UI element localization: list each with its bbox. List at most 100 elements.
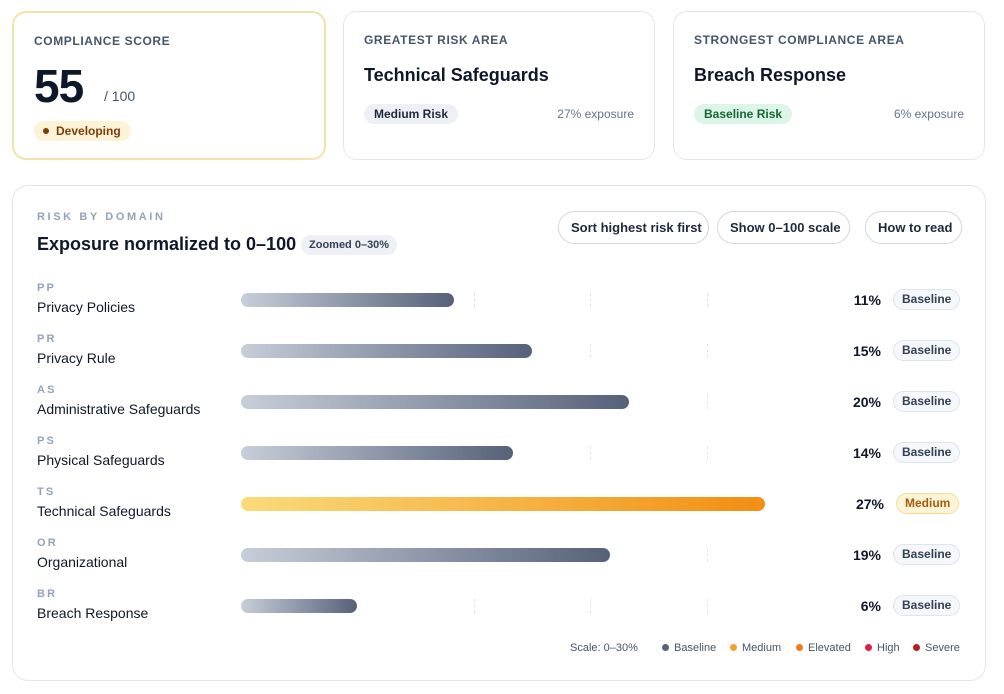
domain-abbreviation: PS <box>37 435 57 447</box>
exposure-bar <box>241 599 357 613</box>
risk-level-badge: Medium <box>896 493 960 514</box>
bar-track <box>241 293 823 307</box>
legend-label: Severe <box>925 642 960 654</box>
risk-level-badge: Baseline <box>893 289 961 310</box>
gridline-tick <box>707 599 708 613</box>
legend-label: Baseline <box>674 642 717 654</box>
bar-track <box>241 548 823 562</box>
gridline-tick <box>707 548 708 562</box>
domain-row: PP Privacy Policies 11% Baseline <box>13 282 985 326</box>
domain-row: AS Administrative Safeguards 20% Baseline <box>13 384 985 428</box>
risk-level-badge: Baseline <box>893 544 961 565</box>
legend-item: Medium <box>730 642 781 654</box>
exposure-bar <box>241 497 765 511</box>
domain-row: PS Physical Safeguards 14% Baseline <box>13 435 985 479</box>
greatest-risk-exposure: 27% exposure <box>557 107 634 121</box>
legend-label: High <box>877 642 900 654</box>
gridline-tick <box>590 344 591 358</box>
strongest-compliance-card: STRONGEST COMPLIANCE AREA Breach Respons… <box>673 11 985 160</box>
legend-dot-icon <box>796 644 803 651</box>
exposure-value-label: 27% <box>855 496 884 512</box>
domain-row: PR Privacy Rule 15% Baseline <box>13 333 985 377</box>
gridline-tick <box>707 395 708 409</box>
exposure-value-label: 6% <box>860 598 881 614</box>
risk-level-badge: Baseline <box>893 595 961 616</box>
domain-row: OR Organizational 19% Baseline <box>13 537 985 581</box>
legend-dot-icon <box>662 644 669 651</box>
legend-item: Baseline <box>662 642 716 654</box>
domain-abbreviation: OR <box>37 537 58 549</box>
risk-level-badge: Baseline <box>893 442 961 463</box>
domain-name: Administrative Safeguards <box>37 401 201 417</box>
bar-track <box>241 599 823 613</box>
risk-level-badge: Baseline <box>893 391 961 412</box>
domain-name: Privacy Policies <box>37 299 136 315</box>
domain-name: Organizational <box>37 554 128 570</box>
legend-dot-icon <box>913 644 920 651</box>
domain-abbreviation: AS <box>37 384 57 396</box>
gridline-tick <box>474 599 475 613</box>
sort-highest-risk-button[interactable]: Sort highest risk first <box>558 211 709 244</box>
exposure-bar <box>241 548 610 562</box>
exposure-value-label: 11% <box>853 292 881 308</box>
domain-name: Privacy Rule <box>37 350 116 366</box>
gridline-tick <box>590 599 591 613</box>
exposure-bar <box>241 446 513 460</box>
domain-row: TS Technical Safeguards 27% Medium <box>13 486 985 530</box>
domain-name: Physical Safeguards <box>37 452 165 468</box>
compliance-score-eyebrow: COMPLIANCE SCORE <box>34 34 171 48</box>
how-to-read-button[interactable]: How to read <box>865 211 962 244</box>
exposure-value-label: 19% <box>852 547 881 563</box>
bar-track <box>241 395 823 409</box>
gridline-tick <box>707 344 708 358</box>
compliance-score-card: COMPLIANCE SCORE 55 / 100 Developing <box>12 11 326 160</box>
compliance-status-badge: Developing <box>34 121 131 141</box>
domain-abbreviation: BR <box>37 588 58 600</box>
strongest-compliance-exposure: 6% exposure <box>893 107 964 121</box>
compliance-status-label: Developing <box>56 124 121 138</box>
exposure-value-label: 20% <box>852 394 881 410</box>
compliance-score-max: / 100 <box>104 88 136 104</box>
legend-dot-icon <box>865 644 872 651</box>
gridline-tick <box>707 293 708 307</box>
greatest-risk-badge: Medium Risk <box>364 104 459 124</box>
strongest-compliance-title: Breach Response <box>694 65 847 85</box>
legend-item: Severe <box>913 642 960 654</box>
exposure-bar <box>241 395 629 409</box>
greatest-risk-title: Technical Safeguards <box>364 65 549 85</box>
bar-track <box>241 446 823 460</box>
legend-item: High <box>865 642 900 654</box>
domain-abbreviation: PP <box>37 282 57 294</box>
domain-name: Breach Response <box>37 605 149 621</box>
greatest-risk-card: GREATEST RISK AREA Technical Safeguards … <box>343 11 655 160</box>
panel-eyebrow: RISK BY DOMAIN <box>37 211 166 223</box>
exposure-bar <box>241 344 532 358</box>
legend-dot-icon <box>730 644 737 651</box>
strongest-compliance-eyebrow: STRONGEST COMPLIANCE AREA <box>694 33 905 47</box>
scale-note: Scale: 0–30% <box>570 642 638 654</box>
legend-label: Elevated <box>808 642 851 654</box>
greatest-risk-eyebrow: GREATEST RISK AREA <box>364 33 509 47</box>
domain-abbreviation: PR <box>37 333 57 345</box>
zoom-badge: Zoomed 0–30% <box>301 235 398 255</box>
chart-legend: Scale: 0–30% Baseline Medium Elevated High S… <box>13 642 985 656</box>
domain-name: Technical Safeguards <box>37 503 171 519</box>
exposure-bar <box>241 293 454 307</box>
risk-by-domain-panel: RISK BY DOMAIN Exposure normalized to 0–… <box>12 185 986 681</box>
gridline-tick <box>474 293 475 307</box>
status-dot-icon <box>43 128 49 134</box>
legend-item: Elevated <box>796 642 851 654</box>
risk-level-badge: Baseline <box>893 340 961 361</box>
exposure-value-label: 15% <box>852 343 881 359</box>
domain-abbreviation: TS <box>37 486 56 498</box>
gridline-tick <box>590 293 591 307</box>
legend-label: Medium <box>742 642 782 654</box>
strongest-compliance-badge: Baseline Risk <box>694 104 793 124</box>
bar-track <box>241 344 823 358</box>
bar-track <box>241 497 823 511</box>
exposure-value-label: 14% <box>852 445 881 461</box>
compliance-score-value: 55 <box>34 60 84 112</box>
panel-title: Exposure normalized to 0–100 <box>37 234 297 254</box>
show-full-scale-button[interactable]: Show 0–100 scale <box>717 211 850 244</box>
gridline-tick <box>590 446 591 460</box>
